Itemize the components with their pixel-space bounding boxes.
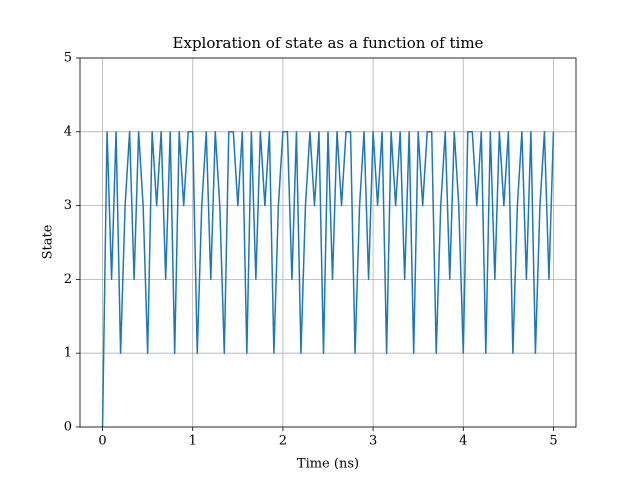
y-tick-label: 0 xyxy=(64,420,72,435)
plot-frame xyxy=(79,57,577,428)
y-tick-label: 4 xyxy=(64,124,72,139)
y-tick-label: 1 xyxy=(64,346,72,361)
x-tick-label: 3 xyxy=(369,434,377,449)
x-tick-label: 0 xyxy=(98,434,106,449)
y-axis-label: State xyxy=(41,224,56,259)
chart-title: Exploration of state as a function of ti… xyxy=(173,34,484,52)
x-tick-label: 2 xyxy=(279,434,287,449)
x-tick-label: 5 xyxy=(549,434,557,449)
x-tick-label: 1 xyxy=(189,434,197,449)
x-axis-label: Time (ns) xyxy=(297,457,359,472)
y-tick-label: 2 xyxy=(64,272,72,287)
x-tick-label: 4 xyxy=(459,434,467,449)
y-tick-label: 5 xyxy=(64,51,72,66)
data-line xyxy=(101,131,555,428)
y-tick-label: 3 xyxy=(64,198,72,213)
